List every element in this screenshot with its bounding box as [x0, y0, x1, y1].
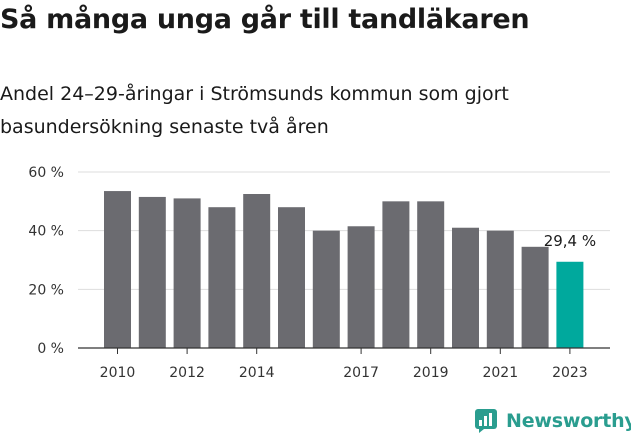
bar-2021 [486, 230, 514, 348]
bar-2019 [417, 201, 445, 348]
x-tick-label: 2014 [239, 365, 275, 381]
x-tick-label: 2010 [100, 365, 136, 381]
bar-2015 [278, 207, 305, 348]
x-tick-label: 2012 [169, 365, 205, 381]
y-tick-label: 40 % [28, 224, 64, 240]
bar-2016 [312, 230, 340, 348]
x-tick-label: 2023 [552, 365, 588, 381]
bar-2018 [382, 201, 410, 348]
y-tick-label: 60 % [28, 165, 64, 181]
bar-2014 [243, 194, 271, 348]
bars [104, 191, 584, 348]
y-tick-label: 20 % [28, 282, 64, 298]
x-axis-labels: 2010 2012 2014 2017 2019 2021 2023 [100, 365, 588, 381]
y-axis-labels: 0 % 20 % 40 % 60 % [28, 165, 64, 357]
chart-subtitle: Andel 24–29-åringar i Strömsunds kommun … [0, 83, 509, 138]
bar-2020 [452, 227, 479, 348]
x-axis [78, 347, 610, 354]
chart-title: Så många unga går till tandläkaren [0, 4, 530, 35]
x-tick-label: 2017 [343, 365, 379, 381]
newsworthy-logo: Newsworthy [474, 406, 631, 436]
data-labels: 29,4 % [544, 232, 596, 250]
bar-2022 [521, 246, 549, 348]
bar-2012 [173, 198, 201, 348]
bar-2010 [104, 191, 131, 348]
bar-2017 [347, 226, 375, 348]
bar-chart: 0 % 20 % 40 % 60 % 2010 2012 2014 2017 2019 2021… [28, 165, 610, 381]
x-tick-label: 2019 [413, 365, 449, 381]
bar-2011 [138, 196, 166, 348]
newsworthy-logo-icon [475, 409, 497, 433]
brand-name: Newsworthy [506, 410, 631, 432]
y-tick-label: 0 % [37, 341, 64, 357]
bar-2013 [208, 207, 236, 348]
data-label: 29,4 % [544, 232, 596, 250]
bar-2023 [556, 261, 584, 348]
x-tick-label: 2021 [482, 365, 518, 381]
gridlines [78, 171, 610, 290]
